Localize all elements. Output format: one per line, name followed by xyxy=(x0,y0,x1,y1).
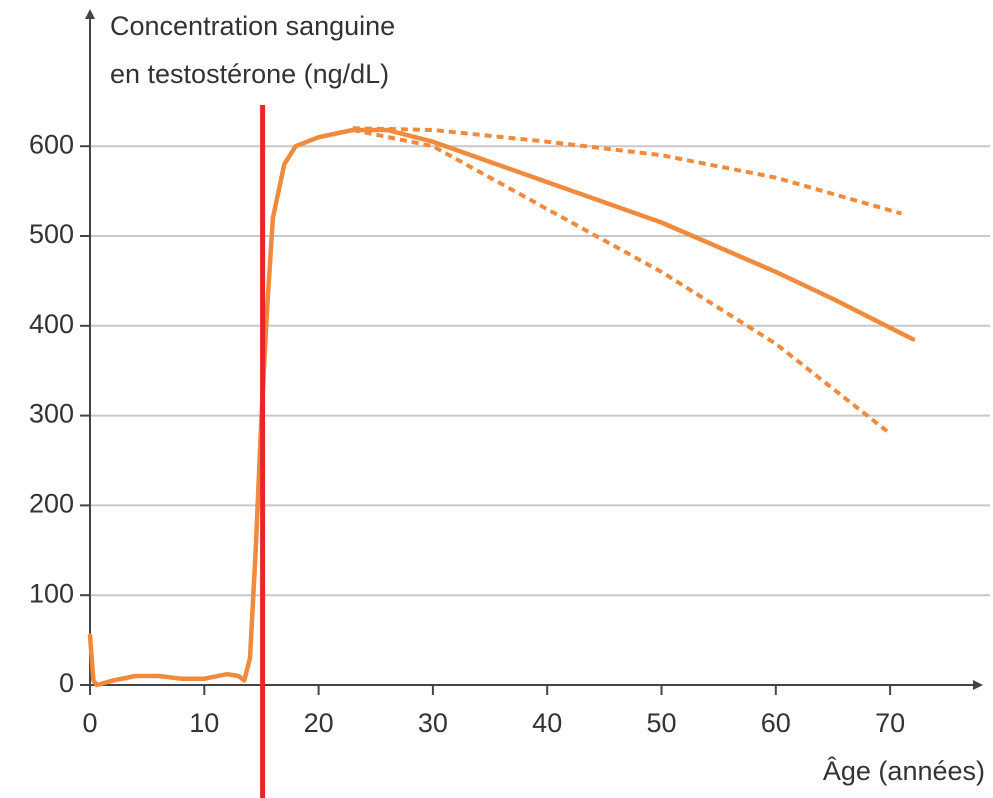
x-tick-label: 30 xyxy=(418,708,448,738)
y-tick-label: 400 xyxy=(29,309,74,339)
y-tick-label: 600 xyxy=(29,129,74,159)
x-tick-label: 0 xyxy=(82,708,97,738)
y-tick-label: 0 xyxy=(59,668,74,698)
x-tick-label: 50 xyxy=(646,708,676,738)
x-tick-label: 40 xyxy=(532,708,562,738)
y-axis-label: en testostérone (ng/dL) xyxy=(110,59,389,89)
y-tick-label: 100 xyxy=(29,578,74,608)
dashed-line xyxy=(352,128,892,436)
dashed-line xyxy=(352,126,903,216)
x-tick-label: 20 xyxy=(304,708,334,738)
x-tick-label: 70 xyxy=(875,708,905,738)
x-tick-label: 10 xyxy=(189,708,219,738)
y-tick-label: 200 xyxy=(29,489,74,519)
y-tick-label: 500 xyxy=(29,219,74,249)
data-line xyxy=(87,127,916,688)
x-tick-label: 60 xyxy=(761,708,791,738)
y-axis-label: Concentration sanguine xyxy=(110,11,395,41)
y-tick-label: 300 xyxy=(29,399,74,429)
x-axis-label: Âge (années) xyxy=(823,755,985,786)
